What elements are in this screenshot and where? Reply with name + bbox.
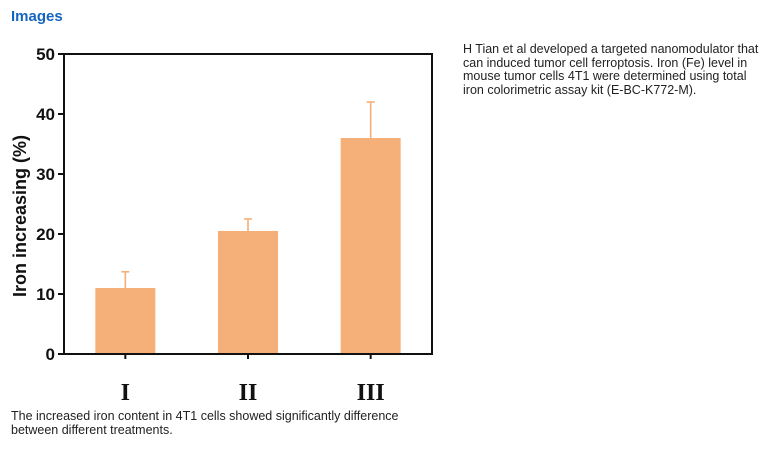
y-tick-label-6: 50	[36, 45, 55, 64]
x-tick-label-2: II	[239, 380, 258, 406]
section-title: Images	[11, 8, 63, 25]
description-text: H Tian et al developed a targeted nanomo…	[463, 42, 759, 97]
x-tick-label-3: III	[357, 380, 385, 406]
y-tick-label-2: 10	[36, 285, 55, 304]
x-tick-label-1: I	[121, 380, 130, 406]
y-axis-label: Iron increasing (%)	[10, 135, 30, 297]
y-tick-label-5: 40	[36, 105, 55, 124]
bar-3	[340, 138, 401, 354]
bar-2	[218, 231, 278, 354]
y-tick-label-4: 30	[36, 165, 55, 184]
bar-1	[95, 288, 156, 354]
y-tick-label-3: 20	[36, 225, 55, 244]
figure-caption: The increased iron content in 4T1 cells …	[11, 409, 399, 437]
y-tick-label-1: 0	[46, 345, 55, 364]
